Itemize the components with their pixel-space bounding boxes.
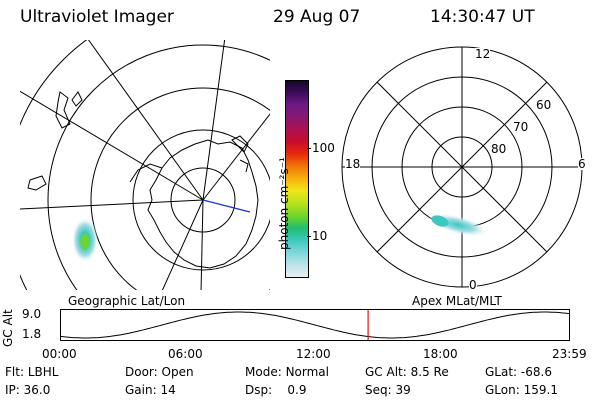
magnetic-map-label: Apex MLat/MLT [412, 294, 502, 308]
dsp-value: 0.9 [287, 383, 307, 397]
dsp-info: Dsp: 0.9 [245, 383, 307, 397]
lat-circle [47, 44, 270, 290]
image-date: 29 Aug 07 [273, 7, 361, 27]
colorbar-tick [307, 236, 311, 237]
timeline-xtick: 06:00 [168, 347, 203, 361]
antarctica-coastline [147, 139, 259, 269]
mlt-label-12: 12 [475, 47, 491, 61]
lon-line [202, 40, 226, 201]
glon-value: 159.1 [523, 383, 558, 397]
door-info: Door: Open [125, 365, 194, 379]
mlt-label-18: 18 [345, 157, 361, 171]
lon-line [20, 90, 204, 201]
glon-info: GLon: 159.1 [485, 383, 558, 397]
coastline [71, 91, 83, 107]
coastline [55, 91, 71, 129]
mlt-label-0: 0 [469, 278, 477, 292]
altitude-timeline [60, 309, 570, 341]
altitude-curve [60, 311, 570, 339]
coastline [129, 163, 163, 183]
colorbar-unit-label: photon cm⁻²s⁻¹ [277, 157, 291, 250]
filter-value: LBHL [27, 365, 59, 379]
filter-info: Flt: LBHL [5, 365, 59, 379]
instrument-title: Ultraviolet Imager [20, 7, 174, 27]
lon-line [87, 40, 204, 201]
mlat-label-60: 60 [536, 98, 552, 112]
seq-info: Seq: 39 [365, 383, 411, 397]
glat-info: GLat: -68.6 [485, 365, 552, 379]
colorbar-tick-label: 100 [312, 141, 335, 155]
timeline-xtick: 00:00 [42, 347, 77, 361]
mlat-label-70: 70 [513, 120, 529, 134]
lon-line [202, 113, 270, 201]
timeline-frame [60, 309, 570, 341]
colorbar-tick [307, 148, 311, 149]
aurora-oval-core [431, 215, 449, 227]
door-value: Open [161, 365, 194, 379]
colorbar-tick-label: 10 [312, 229, 328, 243]
mlt-label-6: 6 [578, 157, 586, 171]
ip-value: 36.0 [23, 383, 51, 397]
coastline [27, 175, 47, 191]
mode-value: Normal [285, 365, 329, 379]
timeline-ylabel: GC Alt [1, 309, 15, 347]
aurora-oval [428, 213, 488, 237]
coastline [239, 159, 249, 173]
aurora-emission-core [80, 234, 90, 250]
timeline-xtick: 18:00 [423, 347, 458, 361]
glat-value: -68.6 [520, 365, 552, 379]
lon-line [161, 199, 204, 290]
sun-direction-line [202, 199, 251, 213]
mode-info: Mode: Normal [245, 365, 329, 379]
coastline [231, 135, 249, 153]
lat-circle [90, 87, 270, 290]
lat-circle [170, 167, 236, 233]
gain-value: 14 [160, 383, 176, 397]
geographic-map-label: Geographic Lat/Lon [68, 294, 186, 308]
gain-info: Gain: 14 [125, 383, 176, 397]
colorbar [285, 80, 309, 278]
image-time: 14:30:47 UT [430, 7, 535, 27]
timeline-ytick: 1.8 [22, 327, 42, 341]
gc-alt-value: 8.5 Re [410, 365, 449, 379]
lon-line [20, 199, 204, 210]
geographic-map [20, 40, 270, 290]
mlat-label-80: 80 [491, 142, 507, 156]
gc-alt-info: GC Alt: 8.5 Re [365, 365, 449, 379]
ip-info: IP: 36.0 [5, 383, 51, 397]
magnetic-map [341, 46, 583, 288]
colorbar-gradient [286, 81, 308, 277]
seq-value: 39 [395, 383, 411, 397]
mlt-line [376, 81, 548, 253]
lon-line [200, 199, 204, 290]
timeline-xtick: 23:59 [552, 347, 587, 361]
timeline-xtick: 12:00 [296, 347, 331, 361]
timeline-ytick: 9.0 [22, 307, 42, 321]
lat-circle [132, 129, 270, 271]
